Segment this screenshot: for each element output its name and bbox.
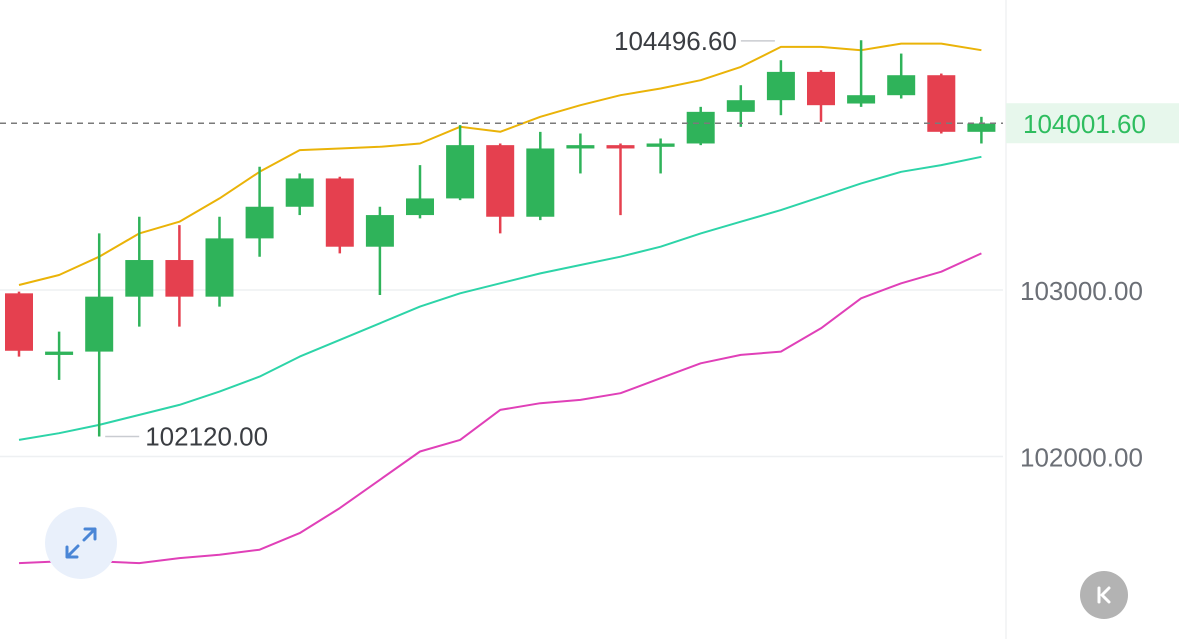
candle-up — [125, 216, 154, 327]
candle-body — [5, 293, 33, 351]
lower-band-line — [18, 252, 982, 565]
candle-body — [486, 145, 515, 217]
candle-body — [646, 143, 675, 147]
last-price-label: 104001.60 — [1023, 109, 1146, 139]
high-price-annotation: 104496.60 — [614, 26, 737, 56]
candle-down — [165, 225, 194, 327]
candle-down — [807, 70, 835, 122]
candle-up — [205, 216, 234, 307]
candle-body — [406, 198, 434, 216]
candle-body — [726, 100, 755, 112]
candle-body — [887, 75, 916, 96]
bollinger-bands — [18, 42, 982, 565]
price-axis: 103000.00 102000.00 — [1020, 276, 1143, 473]
candle-down — [606, 143, 635, 216]
y-axis-tick-label: 103000.00 — [1020, 276, 1143, 306]
candle-body — [927, 75, 956, 132]
candle-body — [807, 71, 835, 106]
expand-chart-button[interactable] — [45, 507, 117, 579]
candle-up — [446, 125, 475, 201]
candle-up — [726, 85, 755, 127]
last-price-badge — [1006, 103, 1179, 144]
candle-body — [365, 215, 394, 247]
candle-up — [526, 131, 555, 221]
candle-down — [927, 73, 956, 134]
candle-body — [165, 260, 194, 297]
candle-down — [486, 143, 515, 234]
candle-up — [45, 331, 74, 380]
candle-body — [245, 206, 274, 239]
candle-body — [125, 260, 154, 297]
candle-up — [686, 106, 715, 146]
candle-up — [365, 206, 394, 295]
candle-up — [887, 53, 916, 99]
candle-body — [205, 238, 234, 297]
candle-down — [325, 176, 354, 254]
candle-body — [847, 95, 876, 104]
candle-body — [285, 178, 314, 207]
candle-body — [566, 145, 595, 149]
candle-body — [85, 296, 114, 352]
candle-body — [766, 71, 795, 101]
candle-up — [245, 166, 274, 257]
candle-body — [325, 178, 354, 247]
candle-body — [526, 148, 555, 217]
candle-up — [967, 116, 996, 144]
candle-body — [446, 145, 475, 199]
low-price-annotation: 102120.00 — [145, 422, 268, 452]
skip-back-icon — [1097, 586, 1111, 604]
candle-body — [967, 123, 996, 132]
candle-up — [646, 138, 675, 174]
candle-up — [285, 173, 314, 216]
candles — [5, 40, 996, 437]
price-overlay: 104001.60 104496.60 102120.00 — [0, 26, 1179, 452]
candle-up — [406, 165, 434, 219]
candle-up — [566, 133, 595, 174]
candle-body — [686, 111, 715, 144]
candle-body — [45, 351, 74, 355]
middle-band-line — [18, 155, 982, 441]
candle-up — [766, 60, 795, 116]
candle-up — [847, 40, 876, 107]
scroll-to-start-button[interactable] — [1080, 571, 1128, 619]
expand-icon — [65, 527, 97, 559]
candle-down — [5, 291, 33, 357]
y-axis-tick-label: 102000.00 — [1020, 443, 1143, 473]
candle-up — [85, 233, 114, 437]
candle-body — [606, 145, 635, 149]
upper-band-line — [18, 42, 982, 286]
